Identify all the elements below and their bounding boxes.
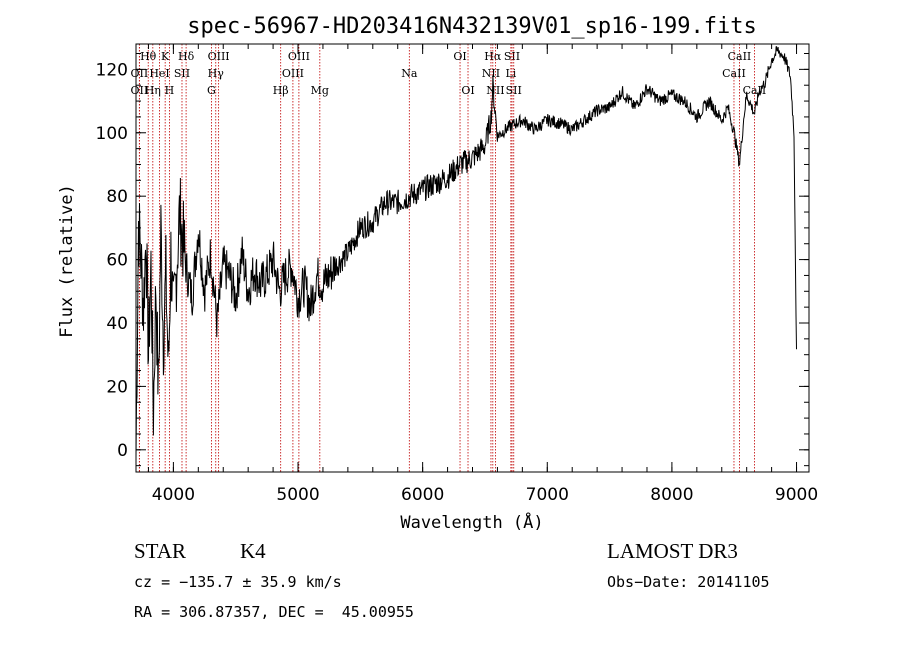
spectral-line-label: SII — [174, 67, 190, 80]
spectral-line-label: OI — [461, 84, 474, 97]
spectral-line-label: Hη — [145, 84, 161, 97]
spectral-line-label: NII — [486, 84, 504, 97]
spectral-line-label: CaII — [722, 67, 746, 80]
x-tick-label: 6000 — [401, 485, 444, 505]
spectral-line-label: Hδ — [178, 50, 195, 63]
spectral-line-label: Hγ — [208, 67, 225, 80]
spectral-line-label: OII — [131, 84, 149, 97]
spectral-line-label: OII — [131, 67, 149, 80]
y-tick-label: 100 — [96, 124, 128, 144]
spectral-line-label: Hβ — [273, 84, 289, 97]
spectral-line-label: OIII — [288, 50, 310, 63]
spectral-line-label: Hα — [484, 50, 502, 63]
y-tick-label: 80 — [106, 187, 128, 207]
redshift-velocity: cz = −135.7 ± 35.9 km/s — [134, 573, 342, 591]
y-tick-label: 60 — [106, 251, 128, 271]
sky-coordinates: RA = 306.87357, DEC = 45.00955 — [134, 603, 414, 621]
spectral-line-label: Li — [505, 67, 516, 80]
x-tick-label: 8000 — [650, 485, 693, 505]
spectral-line-label: Na — [401, 67, 418, 80]
x-tick-label: 9000 — [775, 485, 818, 505]
x-tick-label: 5000 — [276, 485, 319, 505]
chart-title: spec-56967-HD203416N432139V01_sp16-199.f… — [187, 14, 757, 39]
flux-series-line — [135, 46, 797, 458]
x-axis-label: Wavelength (Å) — [400, 511, 543, 533]
x-tick-label: 7000 — [526, 485, 569, 505]
spectral-line-label: NII — [482, 67, 500, 80]
spectral-line-label: K — [161, 50, 170, 63]
y-tick-label: 40 — [106, 314, 128, 334]
survey-name: LAMOST DR3 — [607, 539, 738, 563]
object-class: STAR — [134, 539, 186, 563]
observation-date: Obs−Date: 20141105 — [607, 573, 770, 591]
y-tick-label: 20 — [106, 377, 128, 397]
spectral-line-label: OI — [453, 50, 466, 63]
spectral-line-label: OIII — [282, 67, 304, 80]
x-tick-label: 4000 — [152, 485, 195, 505]
y-axis-label: Flux (relative) — [57, 184, 77, 338]
spectral-line-label: G — [207, 84, 216, 97]
y-tick-label: 120 — [96, 60, 128, 80]
y-tick-label: 0 — [117, 441, 128, 461]
spectral-line-label: SII — [504, 50, 520, 63]
spectral-line-label: CaII — [728, 50, 752, 63]
spectral-line-label: HeI — [149, 67, 169, 80]
spectral-line-label: Mg — [311, 84, 329, 97]
spectral-line-label: OIII — [208, 50, 230, 63]
spectral-line-label: SII — [506, 84, 522, 97]
spectral-line-label: Hθ — [140, 50, 157, 63]
spectral-line-label: H — [165, 84, 175, 97]
object-subclass: K4 — [240, 539, 266, 563]
